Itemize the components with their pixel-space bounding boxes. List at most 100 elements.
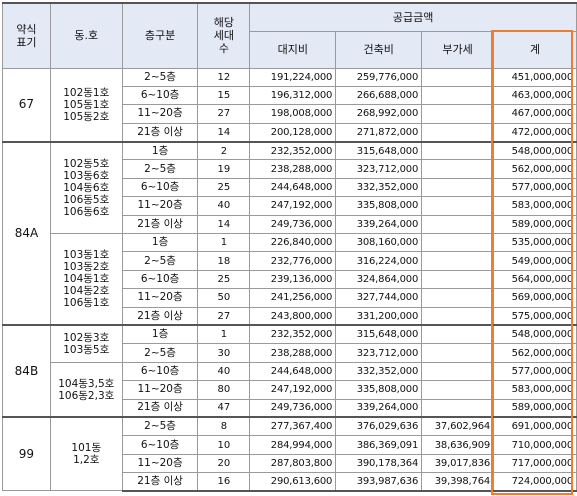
unit-type-cell: 84A — [2, 140, 51, 326]
unit-count-cell: 18 — [197, 251, 251, 271]
vat-cell — [421, 251, 495, 271]
total-price-cell: 562,000,000 — [493, 343, 577, 363]
header-total: 계 — [493, 30, 577, 69]
land-cost-cell: 249,736,000 — [249, 214, 337, 235]
vat-cell — [421, 122, 495, 143]
total-price-cell: 564,000,000 — [493, 269, 577, 290]
unit-count-cell: 19 — [197, 159, 251, 179]
total-price-cell: 463,000,000 — [493, 85, 577, 106]
table-row: 104동3,5호 106동2,3호 6~10층 40 244,648,000 332,35… — [3, 361, 577, 418]
unit-count-cell: 14 — [197, 122, 251, 143]
floor-range-cell: 1층 — [121, 140, 199, 161]
construction-cost-cell: 323,712,000 — [335, 343, 423, 363]
unit-count-cell: 25 — [197, 177, 251, 198]
floor-range-cell: 6~10층 — [121, 269, 199, 290]
land-cost-cell: 239,136,000 — [249, 269, 337, 290]
unit-count-cell: 27 — [197, 104, 251, 124]
table-row: 84A 102동5호 103동6호 104동6호 106동5호 106동6호 1층 2 232,… — [2, 140, 577, 326]
total-price-cell: 569,000,000 — [493, 288, 577, 308]
total-price-cell: 467,000,000 — [493, 104, 577, 124]
unit-count-cell: 47 — [197, 398, 251, 418]
construction-cost-cell: 259,776,000 — [335, 67, 423, 87]
vat-cell: 38,636,909 — [421, 435, 495, 455]
floor-range-cell: 6~10층 — [121, 85, 199, 106]
building-unit-line: 101동 — [71, 442, 102, 455]
total-price-cell: 575,000,000 — [493, 306, 577, 326]
building-unit-line: 103동2호 — [63, 261, 110, 274]
total-price-cell: 710,000,000 — [493, 435, 577, 455]
vat-cell — [421, 306, 495, 326]
construction-cost-cell: 316,224,000 — [335, 251, 423, 271]
floor-range-cell: 21층 이상 — [121, 306, 199, 326]
header-construction-cost: 건축비 — [335, 30, 423, 69]
building-unit-line: 104동6호 — [63, 181, 110, 194]
land-cost-cell: 287,803,800 — [249, 453, 337, 474]
table-row: 99 101동 1,2호 2~5층 8 277,367,400 376,029,636 37,… — [2, 416, 577, 492]
vat-cell — [421, 67, 495, 87]
table-row: 21층 이상 16 290,613,600 393,987,636 39,398,764… — [3, 472, 577, 493]
construction-cost-cell: 268,992,000 — [335, 104, 423, 124]
vat-cell — [421, 214, 495, 235]
vat-cell — [421, 398, 495, 418]
vat-cell — [421, 140, 495, 161]
building-unit-cell: 101동 1,2호 — [49, 416, 123, 492]
unit-count-cell: 1 — [197, 233, 251, 253]
construction-cost-cell: 323,712,000 — [335, 159, 423, 179]
floor-range-cell: 11~20층 — [121, 453, 199, 474]
land-cost-cell: 244,648,000 — [249, 177, 337, 198]
construction-cost-cell: 332,352,000 — [335, 177, 423, 198]
unit-count-cell: 80 — [197, 380, 251, 400]
construction-cost-cell: 339,264,000 — [335, 214, 423, 235]
floor-range-cell: 2~5층 — [121, 343, 199, 363]
building-unit-line: 104동2호 — [63, 285, 110, 298]
construction-cost-cell: 266,688,000 — [335, 85, 423, 106]
construction-cost-cell: 315,648,000 — [335, 140, 423, 161]
floor-range-cell: 11~20층 — [121, 196, 199, 216]
construction-cost-cell: 376,029,636 — [335, 416, 423, 437]
unit-type-cell: 84B — [2, 324, 51, 418]
unit-count-cell: 27 — [197, 306, 251, 326]
table-row: 2~5층 19 238,288,000 323,712,000 562,000,000 — [3, 159, 577, 179]
floor-range-cell: 21층 이상 — [121, 122, 199, 143]
floor-range-cell: 21층 이상 — [121, 214, 199, 235]
header-floor: 층구분 — [121, 2, 199, 69]
header-type: 약식 표기 — [2, 2, 51, 69]
vat-cell: 39,398,764 — [421, 472, 495, 493]
building-unit-line: 103동6호 — [63, 169, 110, 182]
building-unit-cell: 103동1호 103동2호 104동1호 104동2호 106동1호 — [49, 233, 123, 326]
vat-cell: 39,017,836 — [421, 453, 495, 474]
unit-count-cell: 8 — [197, 416, 251, 437]
construction-cost-cell: 324,864,000 — [335, 269, 423, 290]
construction-cost-cell: 335,808,000 — [335, 380, 423, 400]
total-price-cell: 562,000,000 — [493, 159, 577, 179]
unit-count-cell: 20 — [197, 453, 251, 474]
unit-count-cell: 16 — [197, 472, 251, 493]
land-cost-cell: 238,288,000 — [249, 159, 337, 179]
floor-range-cell: 11~20층 — [121, 104, 199, 124]
land-cost-cell: 226,840,000 — [249, 233, 337, 253]
unit-count-cell: 14 — [197, 214, 251, 235]
building-unit-line: 106동1호 — [63, 297, 110, 310]
building-unit-cell: 102동3호 103동5호 — [49, 324, 123, 363]
construction-cost-cell: 386,369,091 — [335, 435, 423, 455]
floor-range-cell: 11~20층 — [121, 380, 199, 400]
land-cost-cell: 249,736,000 — [249, 398, 337, 418]
building-unit-line: 106동6호 — [63, 205, 110, 218]
total-price-cell: 691,000,000 — [493, 416, 577, 437]
table-row: 67 102동1호 105동1호 105동2호 2~5층 12 191,224,000 259… — [2, 67, 577, 143]
unit-type-cell: 67 — [2, 67, 51, 143]
floor-range-cell: 6~10층 — [121, 361, 199, 382]
land-cost-cell: 232,352,000 — [249, 324, 337, 345]
building-unit-line: 106동2,3호 — [58, 389, 115, 402]
header-units: 해당 세대 수 — [197, 2, 251, 69]
land-cost-cell: 244,648,000 — [249, 361, 337, 382]
building-unit-line: 106동5호 — [63, 193, 110, 206]
building-unit-cell: 104동3,5호 106동2,3호 — [49, 361, 123, 418]
land-cost-cell: 247,192,000 — [249, 196, 337, 216]
vat-cell — [421, 159, 495, 179]
unit-type-cell: 99 — [2, 416, 51, 492]
construction-cost-cell: 315,648,000 — [335, 324, 423, 345]
total-price-cell: 577,000,000 — [493, 361, 577, 382]
